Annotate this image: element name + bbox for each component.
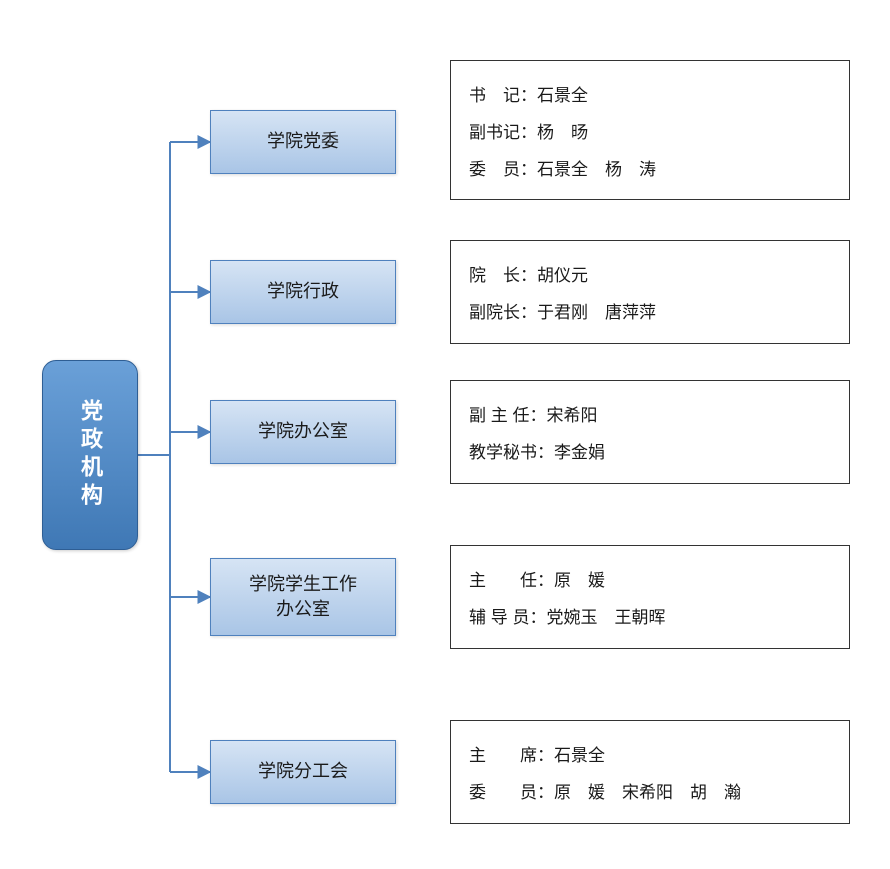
detail-line: 院 长：胡仪元	[469, 261, 831, 286]
dept-node-student-affairs: 学院学生工作 办公室	[210, 558, 396, 636]
dept-label: 学院党委	[267, 129, 339, 154]
detail-box-union: 主 席：石景全 委 员：原 媛 宋希阳 胡 瀚	[450, 720, 850, 824]
detail-line: 委 员：石景全 杨 涛	[469, 155, 831, 180]
root-node: 党政机构	[42, 360, 138, 550]
detail-box-administration: 院 长：胡仪元 副院长：于君刚 唐萍萍	[450, 240, 850, 344]
detail-line: 副 主 任：宋希阳	[469, 401, 831, 426]
detail-box-party-committee: 书 记：石景全 副书记：杨 旸 委 员：石景全 杨 涛	[450, 60, 850, 200]
dept-node-office: 学院办公室	[210, 400, 396, 464]
dept-node-party-committee: 学院党委	[210, 110, 396, 174]
detail-line: 辅 导 员：党婉玉 王朝晖	[469, 603, 831, 628]
org-chart-canvas: 党政机构 学院党委 书 记：石景全 副书记：杨 旸 委 员：石景全 杨 涛 学院…	[0, 0, 890, 869]
dept-node-union: 学院分工会	[210, 740, 396, 804]
root-label: 党政机构	[74, 399, 106, 511]
detail-box-office: 副 主 任：宋希阳 教学秘书：李金娟	[450, 380, 850, 484]
detail-line: 主 席：石景全	[469, 741, 831, 766]
detail-box-student-affairs: 主 任：原 媛 辅 导 员：党婉玉 王朝晖	[450, 545, 850, 649]
dept-label: 学院行政	[267, 279, 339, 304]
dept-node-administration: 学院行政	[210, 260, 396, 324]
detail-line: 教学秘书：李金娟	[469, 438, 831, 463]
detail-line: 主 任：原 媛	[469, 566, 831, 591]
dept-label: 学院学生工作 办公室	[249, 572, 357, 622]
detail-line: 委 员：原 媛 宋希阳 胡 瀚	[469, 778, 831, 803]
dept-label: 学院办公室	[258, 419, 348, 444]
detail-line: 书 记：石景全	[469, 81, 831, 106]
detail-line: 副书记：杨 旸	[469, 118, 831, 143]
detail-line: 副院长：于君刚 唐萍萍	[469, 298, 831, 323]
dept-label: 学院分工会	[258, 759, 348, 784]
